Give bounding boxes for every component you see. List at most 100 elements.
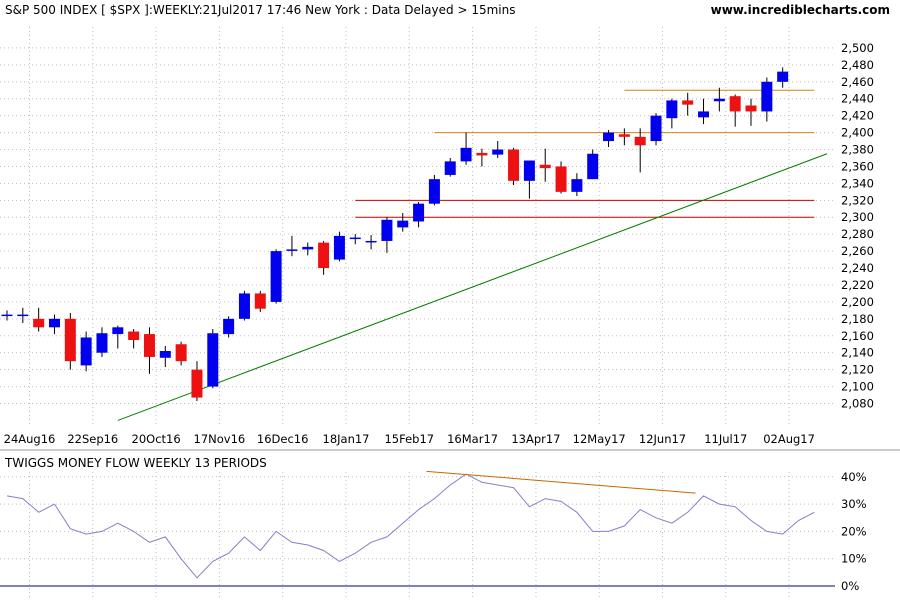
indicator-tick-label: 20% bbox=[841, 524, 867, 538]
candle-body bbox=[603, 132, 615, 142]
candle-down bbox=[191, 361, 203, 401]
candle-body bbox=[618, 134, 630, 137]
price-tick-label: 2,280 bbox=[841, 227, 874, 241]
candle-body bbox=[112, 327, 124, 335]
trendline bbox=[117, 153, 828, 421]
price-tick-label: 2,240 bbox=[841, 261, 874, 275]
price-tick-label: 2,100 bbox=[841, 380, 874, 394]
candle-down bbox=[618, 128, 630, 146]
candle-down bbox=[745, 98, 757, 126]
candle-up bbox=[96, 327, 108, 357]
candle-up bbox=[80, 331, 92, 372]
candle-body bbox=[159, 351, 171, 358]
date-tick-label: 18Jan17 bbox=[323, 432, 370, 446]
candle-up bbox=[698, 98, 710, 125]
candle-body bbox=[729, 96, 741, 112]
price-tick-label: 2,260 bbox=[841, 244, 874, 258]
date-tick-label: 17Nov16 bbox=[194, 432, 246, 446]
candle-up bbox=[444, 157, 456, 177]
candle-body bbox=[666, 100, 678, 119]
candle-body bbox=[587, 153, 599, 180]
divergence-line bbox=[426, 470, 696, 494]
website-link[interactable]: www.incrediblecharts.com bbox=[711, 3, 890, 17]
candle-up bbox=[603, 130, 615, 147]
candle-body bbox=[365, 240, 377, 243]
date-tick-label: 24Aug16 bbox=[4, 432, 56, 446]
price-tick-label: 2,300 bbox=[841, 210, 874, 224]
candle-up bbox=[159, 345, 171, 368]
candle-body bbox=[223, 318, 235, 335]
price-candles bbox=[1, 67, 789, 401]
candle-body bbox=[302, 246, 314, 250]
candle-body bbox=[539, 164, 551, 169]
indicator-title: TWIGGS MONEY FLOW WEEKLY 13 PERIODS bbox=[4, 456, 267, 470]
price-tick-label: 2,160 bbox=[841, 329, 874, 343]
candle-body bbox=[682, 100, 694, 105]
price-tick-label: 2,400 bbox=[841, 126, 874, 140]
candle-body bbox=[333, 235, 345, 260]
candle-down bbox=[555, 161, 567, 194]
date-tick-label: 15Feb17 bbox=[384, 432, 434, 446]
price-tick-label: 2,220 bbox=[841, 278, 874, 292]
indicator-lines bbox=[0, 470, 835, 587]
chart-title: S&P 500 INDEX [ $SPX ]:WEEKLY:21Jul2017 … bbox=[5, 3, 515, 17]
candle-body bbox=[397, 220, 409, 228]
candle-body bbox=[349, 237, 361, 240]
candle-body bbox=[777, 71, 789, 82]
candle-up bbox=[666, 98, 678, 129]
date-tick-label: 20Oct16 bbox=[132, 432, 181, 446]
candle-down bbox=[128, 328, 140, 349]
candle-body bbox=[745, 105, 757, 112]
candle-down bbox=[143, 327, 155, 374]
candle-body bbox=[270, 251, 282, 302]
candle-body bbox=[523, 160, 535, 181]
date-tick-label: 16Dec16 bbox=[257, 432, 309, 446]
candle-body bbox=[460, 147, 472, 162]
price-tick-label: 2,440 bbox=[841, 92, 874, 106]
candle-body bbox=[254, 293, 266, 309]
price-tick-label: 2,140 bbox=[841, 346, 874, 360]
candle-up bbox=[397, 213, 409, 232]
candle-up bbox=[523, 160, 535, 199]
candle-down bbox=[508, 147, 520, 186]
candle-body bbox=[128, 331, 140, 341]
candle-body bbox=[650, 115, 662, 142]
candle-body bbox=[571, 179, 583, 192]
indicator-grid bbox=[0, 472, 835, 598]
candle-up bbox=[365, 235, 377, 250]
candle-up bbox=[112, 325, 124, 349]
money-flow-line bbox=[6, 473, 815, 579]
indicator-tick-label: 30% bbox=[841, 497, 867, 511]
price-tick-label: 2,080 bbox=[841, 397, 874, 411]
indicator-tick-label: 10% bbox=[841, 552, 867, 566]
candle-up bbox=[207, 328, 219, 389]
candle-down bbox=[682, 92, 694, 116]
candle-body bbox=[64, 318, 76, 362]
candle-body bbox=[476, 152, 488, 156]
date-tick-label: 16Mar17 bbox=[447, 432, 498, 446]
price-tick-label: 2,380 bbox=[841, 143, 874, 157]
price-tick-label: 2,420 bbox=[841, 109, 874, 123]
candle-body bbox=[492, 149, 504, 155]
candle-down bbox=[539, 148, 551, 182]
candle-body bbox=[318, 242, 330, 269]
candle-up bbox=[238, 290, 250, 321]
candle-up bbox=[381, 217, 393, 253]
candle-down bbox=[729, 94, 741, 127]
candle-down bbox=[175, 341, 187, 366]
candle-body bbox=[48, 318, 60, 328]
candle-up bbox=[587, 149, 599, 180]
candle-up bbox=[428, 174, 440, 206]
candle-body bbox=[413, 203, 425, 222]
candle-up bbox=[349, 234, 361, 245]
candle-body bbox=[238, 293, 250, 319]
candle-down bbox=[318, 240, 330, 275]
candle-down bbox=[33, 307, 45, 332]
candle-body bbox=[698, 111, 710, 118]
date-tick-label: 13Apr17 bbox=[511, 432, 560, 446]
candle-down bbox=[476, 148, 488, 167]
candle-body bbox=[33, 318, 45, 328]
price-y-axis: 2,080 2,100 2,120 2,140 2,160 2,180 2,200 2,220… bbox=[841, 41, 874, 411]
